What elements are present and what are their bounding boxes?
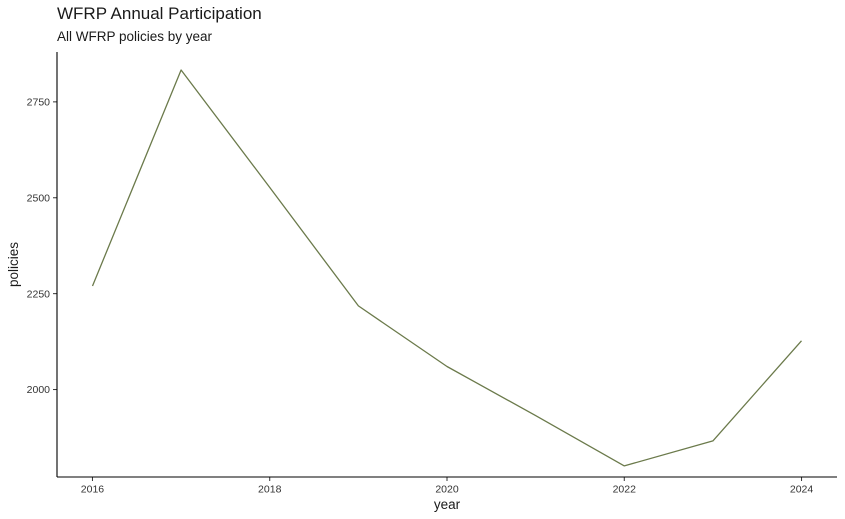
- y-tick-label: 2500: [27, 192, 51, 204]
- chart-subtitle: All WFRP policies by year: [57, 29, 213, 44]
- y-tick-label: 2250: [27, 288, 51, 300]
- y-tick-label: 2750: [27, 96, 51, 108]
- x-tick-label: 2022: [613, 484, 637, 496]
- series-line: [91, 69, 802, 467]
- x-tick-label: 2018: [258, 484, 282, 496]
- x-axis-title: year: [434, 497, 461, 512]
- x-tick-label: 2016: [81, 484, 105, 496]
- chart-title: WFRP Annual Participation: [57, 4, 262, 23]
- y-tick-label: 2000: [27, 384, 51, 396]
- x-tick-label: 2024: [790, 484, 814, 496]
- x-axis-ticks: 2016 2018 2020 2022 2024: [81, 477, 814, 496]
- y-axis-title: policies: [6, 242, 21, 287]
- y-axis-ticks: 2000 2250 2500 2750: [27, 96, 57, 396]
- x-tick-label: 2020: [435, 484, 459, 496]
